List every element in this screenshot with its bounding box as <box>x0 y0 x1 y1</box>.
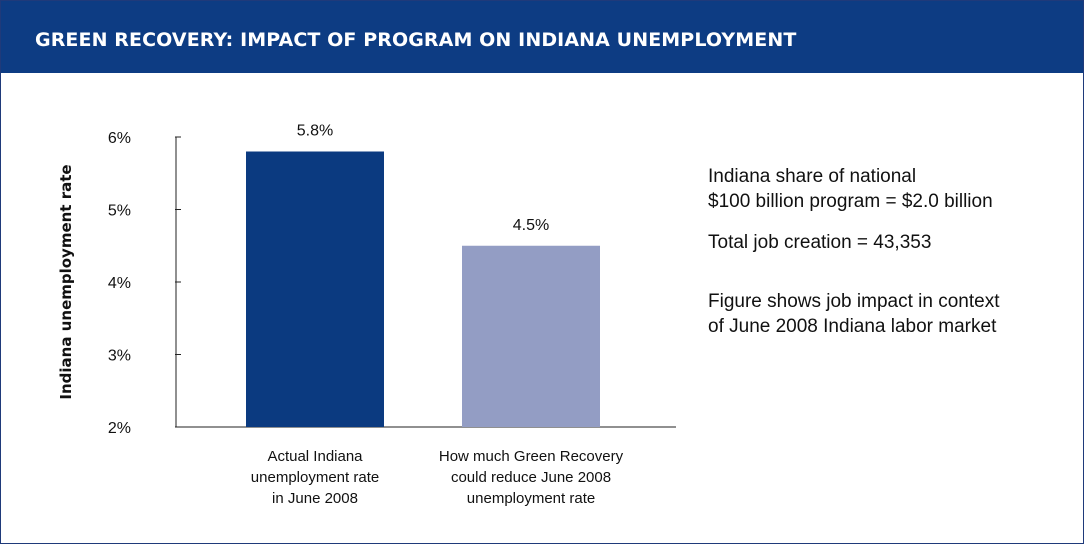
note-program-share-line2: $100 billion program = $2.0 billion <box>708 191 993 212</box>
bar-1-value-label: 5.8% <box>297 123 333 140</box>
header-bar: GREEN RECOVERY: IMPACT OF PROGRAM ON IND… <box>1 1 1083 73</box>
y-tick-label: 2% <box>108 420 131 437</box>
bar-2-category-label: could reduce June 2008 <box>451 469 611 486</box>
bar-1-category-label: unemployment rate <box>251 469 379 486</box>
bar-2-category-label: unemployment rate <box>467 490 595 507</box>
note-context: Figure shows job impact in context of Ju… <box>708 289 1078 339</box>
bar-1-category-label: Actual Indiana <box>267 448 363 465</box>
y-tick-label: 5% <box>108 203 131 220</box>
bar-2-value-label: 4.5% <box>513 217 549 234</box>
y-tick-label: 6% <box>108 130 131 147</box>
bar-1 <box>246 151 384 427</box>
y-tick-label: 4% <box>108 275 131 292</box>
bar-2 <box>462 245 600 427</box>
bar-2-category-label: How much Green Recovery <box>439 448 624 465</box>
chart-title: GREEN RECOVERY: IMPACT OF PROGRAM ON IND… <box>35 29 797 51</box>
chart-notes: Indiana share of national $100 billion p… <box>708 164 1078 339</box>
note-program-share: Indiana share of national $100 billion p… <box>708 164 1078 214</box>
note-job-creation: Total job creation = 43,353 <box>708 232 932 253</box>
bar-chart: 2% 3% 4% 5% 6% Indiana unemployment rate 5.8% A… <box>57 123 676 507</box>
note-context-line1: Figure shows job impact in context <box>708 291 1000 312</box>
note-context-line2: of June 2008 Indiana labor market <box>708 316 997 337</box>
y-axis-title: Indiana unemployment rate <box>57 164 75 399</box>
bar-1-category-label: in June 2008 <box>272 490 358 507</box>
y-tick-label: 3% <box>108 348 131 365</box>
note-program-share-line1: Indiana share of national <box>708 166 917 187</box>
